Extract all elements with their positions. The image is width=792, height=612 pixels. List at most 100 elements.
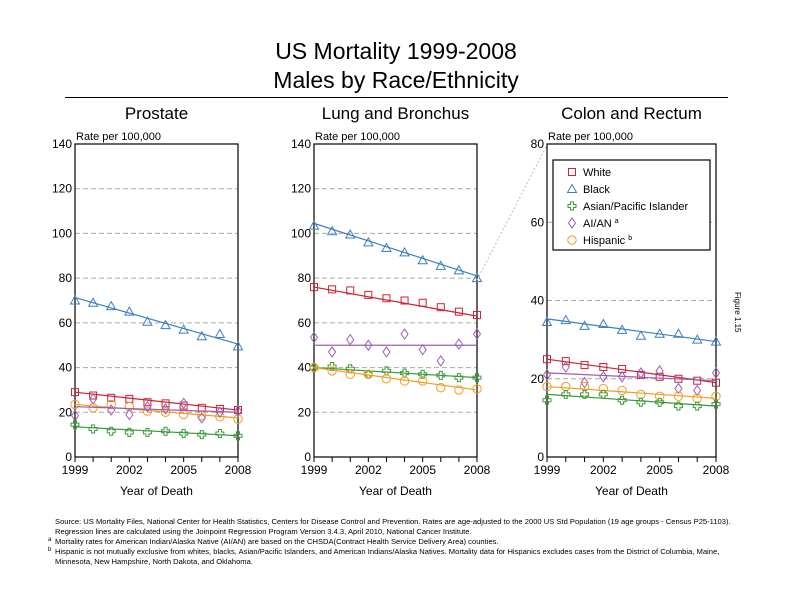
data-point — [399, 376, 410, 386]
data-point — [561, 361, 570, 373]
data-point — [196, 330, 208, 341]
legend-superscript: b — [628, 235, 632, 242]
data-point — [215, 429, 225, 439]
x-tick-label: 1999 — [301, 463, 328, 477]
y-tick-label: 60 — [531, 215, 545, 229]
y-tick-label: 100 — [291, 226, 311, 240]
data-point — [233, 431, 243, 441]
data-point — [711, 367, 721, 379]
y-tick-label: 140 — [291, 137, 311, 151]
y-tick-label: 60 — [298, 316, 312, 330]
x-tick-label: 2002 — [116, 463, 143, 477]
y-tick-label: 60 — [59, 316, 73, 330]
x-tick-label: 2008 — [703, 463, 730, 477]
panel-title: Colon and Rectum — [561, 104, 702, 123]
x-axis-label: Year of Death — [595, 484, 668, 498]
series-black — [69, 294, 244, 351]
panel-lung-and-bronchus: Lung and Bronchus Rate per 100,000 Year of… — [291, 104, 491, 498]
data-point — [328, 346, 337, 358]
y-tick-label: 20 — [59, 405, 73, 419]
x-tick-label: 1999 — [62, 463, 89, 477]
data-point — [310, 283, 318, 292]
data-point — [362, 236, 374, 247]
data-point — [598, 389, 608, 399]
series-ai-an — [70, 392, 243, 424]
legend-label: White — [583, 167, 611, 179]
data-point — [233, 414, 243, 424]
data-point — [87, 297, 99, 307]
data-point — [561, 357, 570, 366]
data-point — [124, 401, 135, 412]
data-point — [178, 324, 190, 334]
data-point — [400, 328, 409, 340]
data-point — [543, 355, 551, 364]
data-point — [70, 420, 80, 430]
legend-box — [552, 159, 711, 251]
y-axis-label: Rate per 100,000 — [315, 131, 400, 143]
y-axis-label: Rate per 100,000 — [548, 131, 633, 143]
series-ai-an — [542, 361, 721, 397]
data-point — [617, 395, 627, 405]
data-point — [69, 294, 81, 305]
data-point — [160, 319, 171, 330]
data-point — [454, 385, 464, 395]
data-point — [381, 242, 392, 252]
panel-colon-and-rectum: Colon and Rectum Rate per 100,000 Year of … — [531, 104, 730, 498]
series-ai-an — [309, 328, 482, 367]
y-tick-label: 80 — [298, 271, 312, 285]
data-point — [142, 316, 153, 326]
trend-line — [546, 318, 717, 343]
data-point — [363, 369, 374, 379]
data-point — [436, 382, 446, 393]
data-point — [417, 376, 428, 386]
data-point — [364, 339, 373, 352]
legend-marker-triangle-icon — [566, 183, 578, 193]
footnote-a: Mortality rates for American Indian/Alas… — [55, 537, 499, 546]
data-point — [636, 367, 645, 379]
data-point — [160, 407, 171, 417]
legend-item: White — [568, 167, 611, 179]
data-point — [674, 382, 683, 395]
data-point — [472, 373, 482, 383]
legend-item: Black — [566, 183, 610, 196]
series-asian-pacific-islander — [542, 389, 721, 411]
y-tick-label: 80 — [59, 271, 73, 285]
y-tick-label: 20 — [531, 372, 545, 386]
data-point — [88, 424, 98, 434]
plot-frame — [313, 143, 478, 458]
data-point — [472, 384, 482, 394]
data-point — [453, 264, 465, 275]
data-point — [179, 429, 189, 439]
data-point — [617, 385, 627, 396]
data-point — [454, 338, 463, 350]
data-point — [580, 361, 589, 370]
trend-line — [313, 366, 478, 379]
data-point — [636, 389, 646, 400]
x-axis-label: Year of Death — [359, 484, 432, 498]
y-tick-label: 0 — [537, 450, 544, 464]
trend-line — [313, 286, 478, 317]
series-black — [308, 220, 483, 283]
data-point — [161, 426, 171, 436]
data-point — [599, 370, 608, 383]
data-point — [232, 340, 244, 351]
data-point — [381, 374, 392, 384]
data-point — [436, 354, 445, 367]
trend-line — [74, 297, 239, 345]
zoom-connector-line — [476, 144, 548, 281]
data-point — [471, 272, 483, 283]
x-tick-label: 2005 — [170, 463, 197, 477]
legend-label: Black — [583, 184, 610, 196]
trend-line — [546, 393, 717, 407]
trend-line — [546, 385, 717, 399]
x-tick-label: 2002 — [590, 463, 617, 477]
data-point — [654, 328, 666, 338]
data-point — [618, 370, 627, 383]
data-point — [635, 330, 647, 340]
data-point — [673, 401, 683, 411]
data-point — [673, 328, 684, 338]
data-point — [143, 398, 152, 407]
panel-prostate: Prostate Rate per 100,000 Year of Death 0 20… — [52, 104, 252, 498]
y-tick-label: 80 — [531, 137, 545, 151]
data-point — [70, 399, 80, 410]
